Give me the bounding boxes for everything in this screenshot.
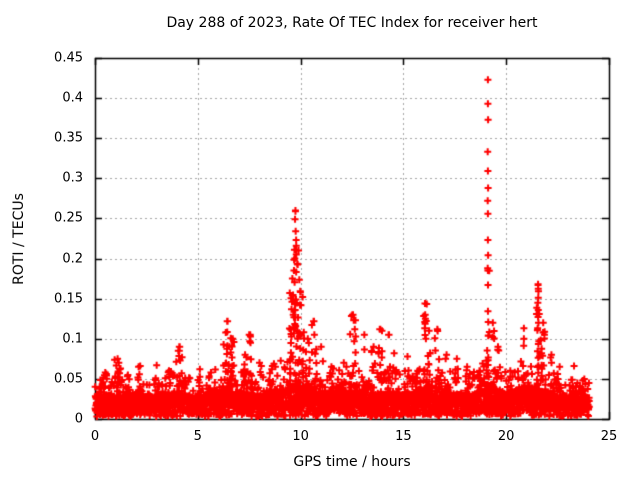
x-tick-label: 10 <box>292 429 309 444</box>
y-tick-label: 0 <box>74 411 83 427</box>
y-tick-label: 0.4 <box>62 90 83 106</box>
y-tick-label: 0.05 <box>54 371 83 387</box>
x-tick-label: 20 <box>497 429 515 444</box>
x-tick-label: 25 <box>600 429 618 444</box>
y-tick-label: 0.45 <box>54 50 83 66</box>
y-tick-label: 0.1 <box>62 331 83 347</box>
y-tick-label: 0.2 <box>62 251 83 267</box>
y-axis-label: ROTI / TECUs <box>11 193 27 285</box>
x-axis-label: GPS time / hours <box>293 454 411 470</box>
x-tick-label: 5 <box>193 429 202 444</box>
y-tick-label: 0.25 <box>54 210 83 226</box>
x-tick-label: 15 <box>395 429 412 444</box>
x-tick-label: 0 <box>90 429 100 444</box>
chart-title: Day 288 of 2023, Rate Of TEC Index for r… <box>166 15 538 31</box>
y-tick-label: 0.35 <box>54 130 83 146</box>
y-tick-label: 0.3 <box>62 170 83 186</box>
y-tick-label: 0.15 <box>54 291 83 307</box>
